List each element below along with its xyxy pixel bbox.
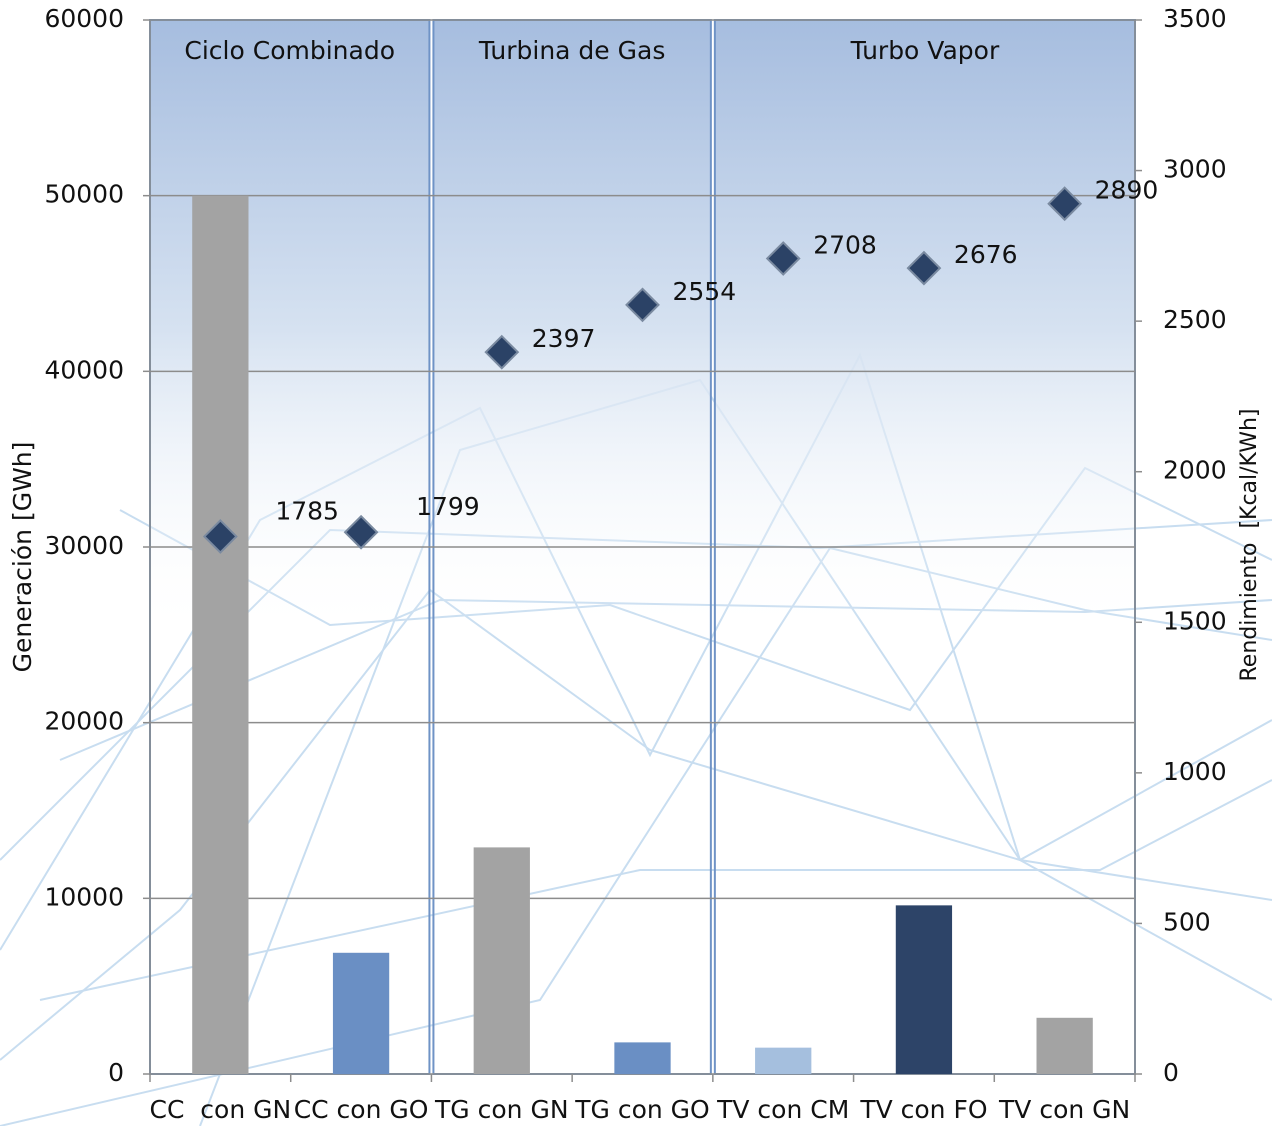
x-tick-label: TV con FO xyxy=(859,1095,987,1124)
group-header xyxy=(714,20,1135,640)
bar xyxy=(614,1042,671,1074)
bar xyxy=(473,847,530,1074)
y-tick-label: 10000 xyxy=(44,882,124,911)
y2-tick-label: 2500 xyxy=(1163,305,1227,334)
bar xyxy=(755,1047,812,1074)
x-tick-label: TG con GN xyxy=(434,1095,569,1124)
data-label: 2397 xyxy=(532,324,596,353)
bar xyxy=(192,195,249,1074)
y2-tick-label: 3500 xyxy=(1163,4,1227,33)
group-label: Ciclo Combinado xyxy=(184,36,395,65)
x-tick-label: CC con GO xyxy=(294,1095,429,1124)
y2-tick-label: 500 xyxy=(1163,907,1211,936)
data-label: 2708 xyxy=(813,231,877,260)
marker xyxy=(906,250,942,286)
group-label: Turbina de Gas xyxy=(478,36,665,65)
data-label: 1799 xyxy=(416,492,480,521)
y-tick-label: 50000 xyxy=(44,180,124,209)
y2-tick-label: 2000 xyxy=(1163,456,1227,485)
data-label: 2890 xyxy=(1095,176,1159,205)
y2-axis-title: Rendimiento [Kcal/KWh] xyxy=(1237,409,1262,682)
marker xyxy=(484,334,520,370)
group-label: Turbo Vapor xyxy=(850,36,1000,65)
bar xyxy=(1036,1017,1093,1074)
bar xyxy=(895,905,953,1074)
marker xyxy=(202,519,238,554)
x-tick-label: TV con GN xyxy=(998,1095,1130,1124)
data-label: 2554 xyxy=(673,277,737,306)
marker xyxy=(765,241,801,276)
x-tick-label: CC con GN xyxy=(149,1095,291,1124)
y2-tick-label: 3000 xyxy=(1163,155,1227,184)
y2-tick-label: 0 xyxy=(1163,1058,1179,1087)
y-tick-label: 20000 xyxy=(44,707,124,736)
x-tick-label: TV con CM xyxy=(716,1095,849,1124)
y-axis-title: Generación [GWh] xyxy=(8,442,37,673)
y-tick-label: 0 xyxy=(108,1058,124,1087)
y-tick-label: 40000 xyxy=(44,355,124,384)
y-tick-label: 60000 xyxy=(44,4,124,33)
group-header xyxy=(433,20,711,640)
y2-tick-label: 1000 xyxy=(1163,757,1227,786)
data-label: 1785 xyxy=(275,496,339,525)
x-tick-label: TG con GO xyxy=(574,1095,709,1124)
data-label: 2676 xyxy=(954,240,1018,269)
marker xyxy=(625,287,660,323)
y-tick-label: 30000 xyxy=(44,531,124,560)
marker xyxy=(1047,186,1083,222)
bar xyxy=(332,952,390,1074)
y2-tick-label: 1500 xyxy=(1163,606,1227,635)
marker xyxy=(343,514,379,550)
